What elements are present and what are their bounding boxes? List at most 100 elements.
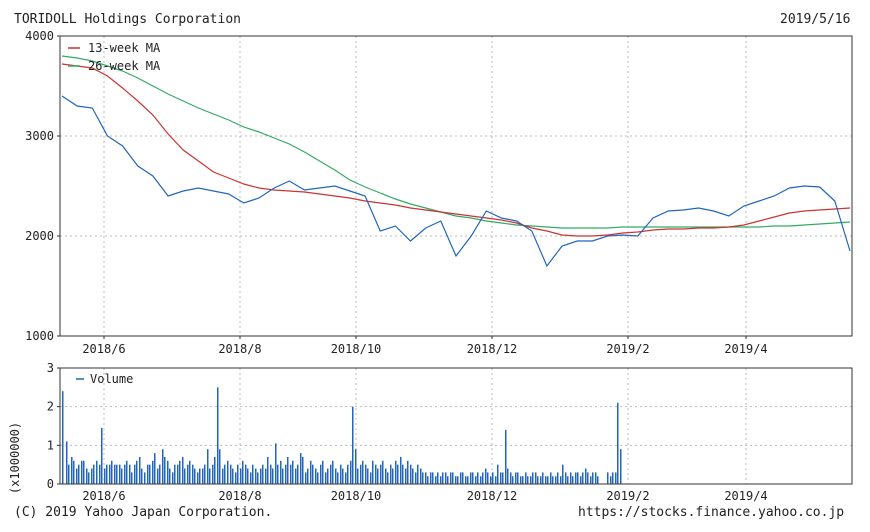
source-url[interactable]: https://stocks.finance.yahoo.co.jp	[578, 505, 845, 520]
volume-bar	[435, 476, 437, 484]
volume-bar	[422, 472, 424, 484]
volume-plot-frame	[59, 367, 853, 485]
volume-bar	[610, 476, 612, 484]
volume-bar	[164, 456, 166, 484]
volume-bar	[305, 472, 307, 484]
volume-bar	[62, 391, 64, 484]
volume-bar	[280, 460, 282, 484]
volume-bar	[475, 476, 477, 484]
volume-bar	[174, 464, 176, 484]
volume-bar	[405, 468, 407, 484]
price-x-tick-label: 2018/8	[218, 342, 261, 356]
volume-bar	[317, 472, 319, 484]
volume-bar	[377, 468, 379, 484]
volume-bar	[347, 464, 349, 484]
volume-bar	[520, 476, 522, 484]
volume-bar	[169, 468, 171, 484]
volume-bar	[134, 464, 136, 484]
volume-bar	[114, 464, 116, 484]
volume-bar	[540, 476, 542, 484]
volume-bar	[517, 472, 519, 484]
volume-bar	[350, 460, 352, 484]
volume-bar	[575, 472, 577, 484]
volume-bar	[572, 476, 574, 484]
volume-bar	[275, 443, 277, 484]
volume-bar	[482, 472, 484, 484]
volume-bar	[322, 460, 324, 484]
volume-bar	[131, 472, 133, 484]
volume-bar	[507, 468, 509, 484]
volume-bar	[282, 468, 284, 484]
volume-bar	[620, 449, 622, 484]
price-y-tick-label: 3000	[25, 129, 54, 143]
volume-bar	[537, 476, 539, 484]
volume-bar	[327, 468, 329, 484]
volume-bar	[455, 476, 457, 484]
volume-bar	[66, 441, 68, 484]
volume-bar	[490, 476, 492, 484]
copyright-text: (C) 2019 Yahoo Japan Corporation.	[14, 505, 273, 520]
volume-bar	[492, 472, 494, 484]
volume-bar	[255, 468, 257, 484]
volume-bar	[182, 456, 184, 484]
volume-bar	[96, 460, 98, 484]
volume-bar	[570, 472, 572, 484]
volume-bar	[382, 460, 384, 484]
volume-bar	[285, 464, 287, 484]
volume-bar	[217, 387, 219, 484]
volume-bar	[375, 464, 377, 484]
volume-bar	[415, 472, 417, 484]
volume-bar	[340, 464, 342, 484]
volume-bar	[365, 464, 367, 484]
volume-bar	[121, 468, 123, 484]
volume-bar	[272, 468, 274, 484]
volume-bar	[136, 460, 138, 484]
volume-bar	[71, 456, 73, 484]
volume-bar	[397, 464, 399, 484]
company-title: TORIDOLL Holdings Corporation	[14, 12, 241, 27]
volume-bar	[427, 476, 429, 484]
price-y-tick-label: 4000	[25, 29, 54, 43]
volume-bar	[129, 464, 131, 484]
volume-bar	[495, 476, 497, 484]
volume-bar	[342, 468, 344, 484]
volume-bar	[86, 468, 88, 484]
volume-bar	[126, 460, 128, 484]
volume-bar	[252, 464, 254, 484]
price-y-tick-label: 1000	[25, 329, 54, 343]
volume-bar	[119, 464, 121, 484]
volume-bar	[480, 476, 482, 484]
volume-bar	[257, 472, 259, 484]
volume-bar	[179, 460, 181, 484]
legend-ma26-label: 26-week MA	[88, 59, 161, 73]
volume-bar	[302, 456, 304, 484]
volume-bar	[235, 472, 237, 484]
volume-bar	[106, 464, 108, 484]
legend-volume-label: Volume	[90, 372, 133, 386]
volume-bar	[192, 464, 194, 484]
volume-x-tick-label: 2018/12	[467, 489, 518, 503]
volume-bar	[267, 456, 269, 484]
volume-bar	[590, 476, 592, 484]
volume-bar	[104, 468, 106, 484]
volume-bar	[500, 472, 502, 484]
volume-bar	[101, 427, 103, 484]
volume-bar	[230, 464, 232, 484]
price-x-tick-label: 2019/2	[606, 342, 649, 356]
volume-bar	[402, 464, 404, 484]
volume-bar	[357, 468, 359, 484]
volume-x-tick-label: 2018/6	[82, 489, 125, 503]
volume-x-tick-label: 2018/8	[218, 489, 261, 503]
volume-bar	[367, 468, 369, 484]
volume-bar	[240, 468, 242, 484]
volume-bar	[167, 460, 169, 484]
volume-bar	[345, 472, 347, 484]
volume-bar	[335, 468, 337, 484]
volume-bar	[224, 464, 226, 484]
volume-bar	[530, 476, 532, 484]
volume-bar	[430, 472, 432, 484]
volume-bar	[582, 472, 584, 484]
volume-bar	[385, 468, 387, 484]
volume-bar	[300, 453, 302, 484]
volume-bar	[442, 472, 444, 484]
